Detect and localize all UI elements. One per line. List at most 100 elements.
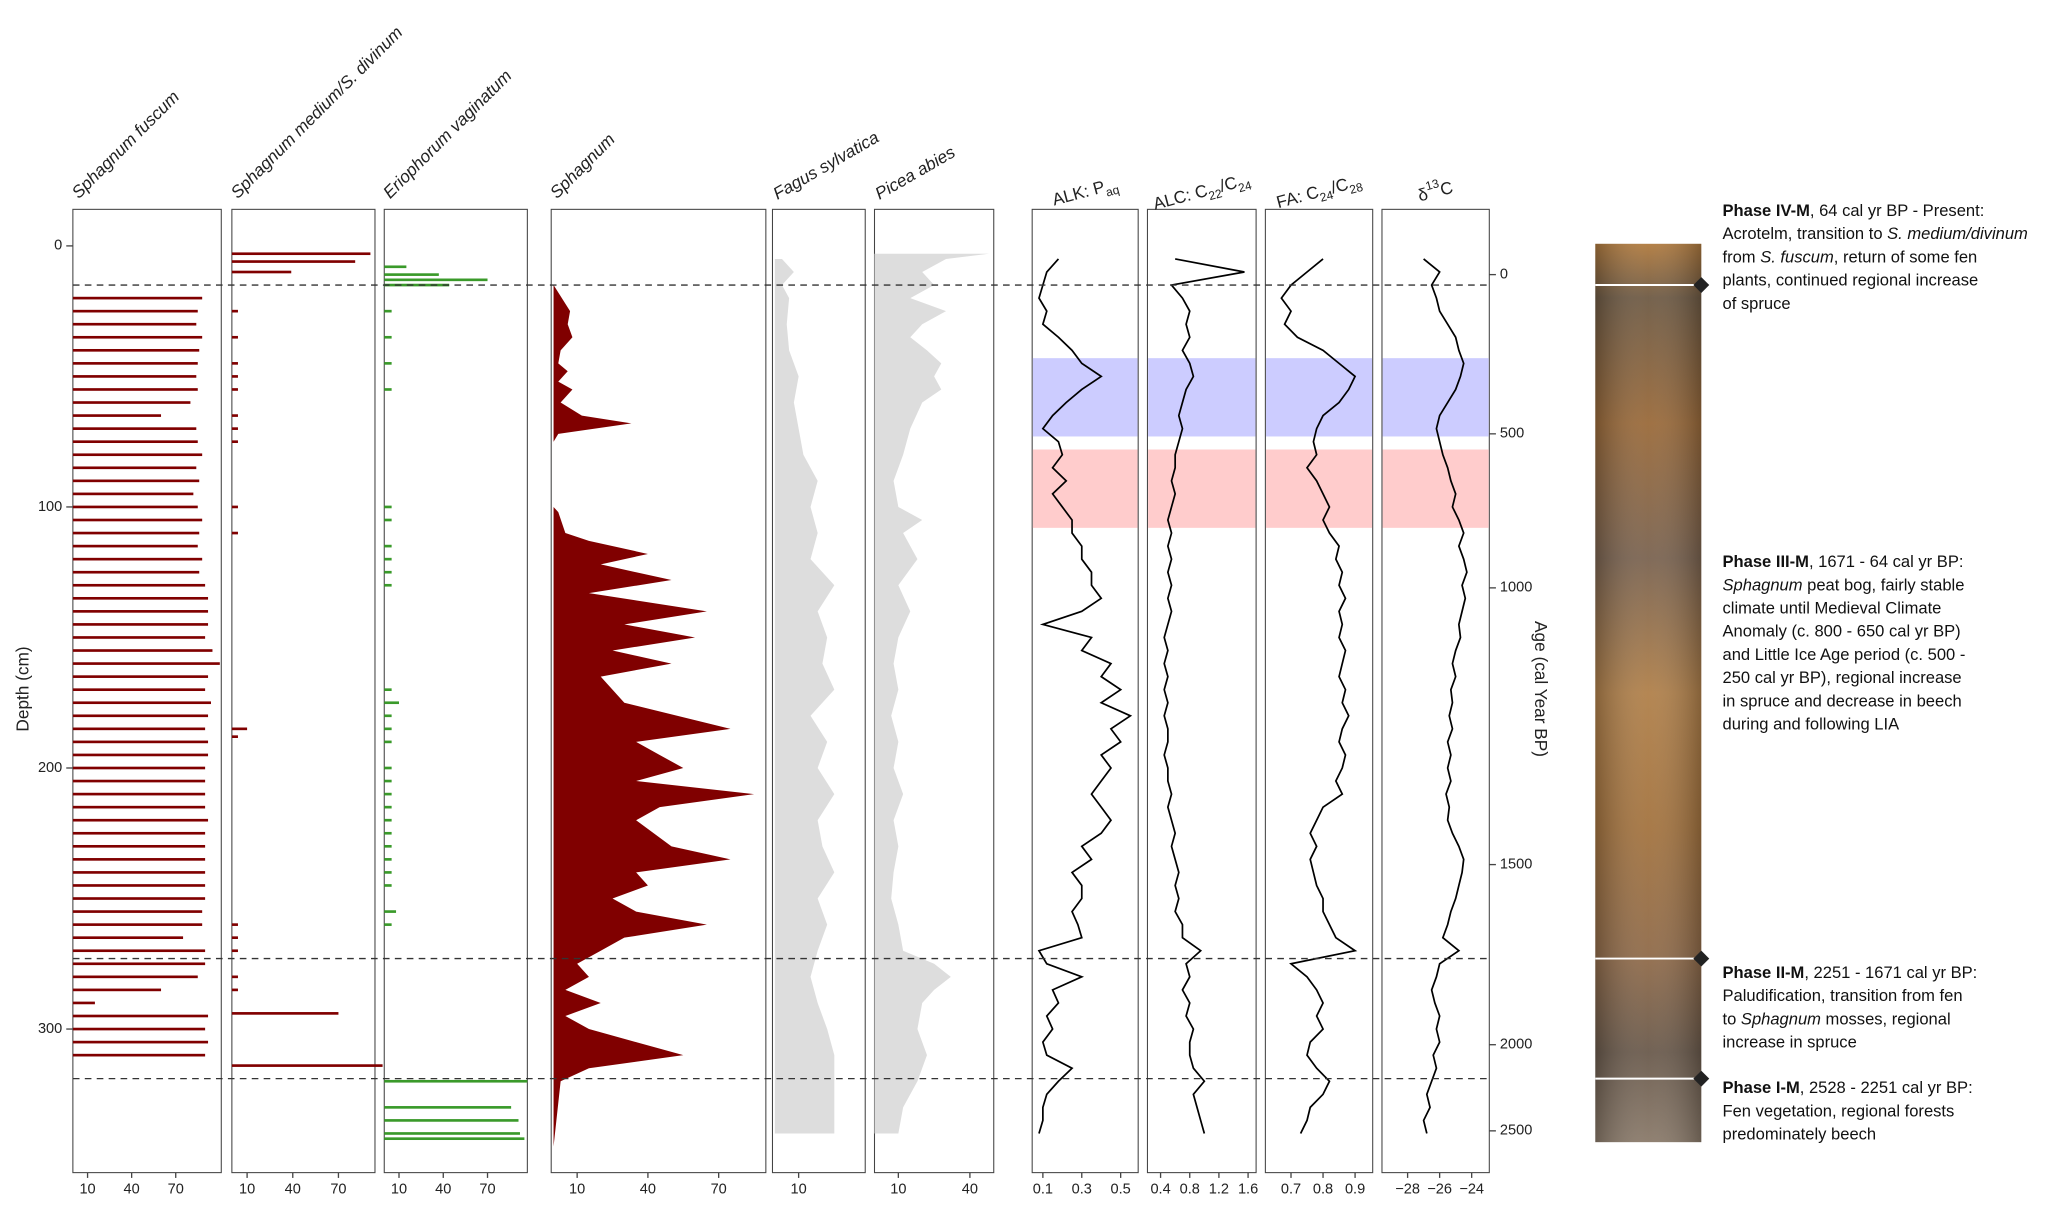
bar xyxy=(384,701,400,705)
bar xyxy=(72,662,220,665)
climate-band xyxy=(1266,449,1373,528)
bar xyxy=(231,440,238,444)
phase-text-part: , 1671 - 64 cal yr BP: xyxy=(1809,553,1964,572)
bar xyxy=(72,805,206,809)
phase-text-part: plants, continued regional increase xyxy=(1723,271,1979,290)
line xyxy=(1163,258,1245,1134)
phase-text: climate until Medieval Climate xyxy=(1723,599,1942,618)
phase-text: Paludification, transition from fen xyxy=(1723,986,1963,1005)
bar xyxy=(72,675,209,678)
bar xyxy=(384,518,392,522)
x-tick-label: −28 xyxy=(1395,1182,1420,1198)
panel-title: Sphagnum medium/S. divinum xyxy=(226,22,406,202)
phase-text-part: , 64 cal yr BP - Present: xyxy=(1810,201,1984,220)
bar xyxy=(384,727,392,731)
bar xyxy=(231,260,356,263)
y-tick-label: 300 xyxy=(38,1021,62,1037)
bar xyxy=(231,309,238,313)
y-tick-label: 0 xyxy=(54,238,62,254)
panel-title-part: aq xyxy=(1104,183,1121,200)
bar xyxy=(72,740,209,744)
panel-title-part: C xyxy=(1438,176,1455,199)
bar xyxy=(72,858,206,861)
phase-text: Phase I-M, 2528 - 2251 cal yr BP: xyxy=(1723,1079,1973,1098)
bar xyxy=(72,479,200,483)
x-tick-label: 0.8 xyxy=(1180,1182,1200,1198)
panel-title-part: δ xyxy=(1416,183,1430,205)
bar xyxy=(384,818,392,822)
phase-text-part: mosses, regional xyxy=(1821,1010,1951,1029)
bar xyxy=(384,544,392,548)
bar xyxy=(72,623,209,626)
phase-text-part: Phase II-M xyxy=(1723,963,1805,982)
bar xyxy=(384,688,392,692)
phase-text: Fen vegetation, regional forests xyxy=(1723,1102,1955,1121)
bar xyxy=(72,818,209,822)
panel-title: Eriophorum vaginatum xyxy=(379,66,516,203)
climate-band xyxy=(1032,449,1138,528)
bar xyxy=(231,335,238,339)
panel-frame xyxy=(231,208,376,1174)
phase-text-part: during and following LIA xyxy=(1723,715,1900,734)
bar xyxy=(72,975,198,979)
core-shading xyxy=(1595,243,1702,1143)
phase-text: from S. fuscum, return of some fen xyxy=(1723,248,1978,267)
bar xyxy=(384,583,392,587)
phase-text: in spruce and decrease in beech xyxy=(1723,692,1962,711)
bar xyxy=(231,362,238,365)
phase-text-part: Phase IV-M xyxy=(1723,201,1810,220)
bar xyxy=(72,831,206,835)
phase-text-part: , return of some fen xyxy=(1834,248,1977,267)
phase-text-part: climate until Medieval Climate xyxy=(1723,599,1942,618)
bar xyxy=(72,362,198,365)
x-tick-label: 10 xyxy=(890,1182,906,1198)
phase-text-part: to xyxy=(1723,1010,1741,1029)
phase-text: Acrotelm, transition to S. medium/divinu… xyxy=(1723,225,2029,244)
phase-text: predominately beech xyxy=(1723,1125,1877,1144)
x-tick-label: −24 xyxy=(1459,1182,1484,1198)
area xyxy=(874,253,989,1134)
y2-axis-label: Age (cal Year BP) xyxy=(1531,621,1551,757)
phase-text: Sphagnum peat bog, fairly stable xyxy=(1723,576,1965,595)
bar xyxy=(72,1027,206,1031)
y2-tick-label: 2000 xyxy=(1500,1037,1532,1053)
x-tick-label: 0.9 xyxy=(1345,1182,1365,1198)
bar xyxy=(72,636,206,639)
bar xyxy=(384,283,450,287)
bar xyxy=(72,453,203,457)
x-tick-label: 1.2 xyxy=(1209,1182,1229,1198)
x-tick-label: 40 xyxy=(640,1182,656,1198)
x-tick-label: 70 xyxy=(479,1182,495,1198)
panel-title: Sphagnum fuscum xyxy=(67,86,183,202)
phase-text-part: 250 cal yr BP), regional increase xyxy=(1723,668,1962,687)
bar xyxy=(231,727,248,731)
bar xyxy=(72,949,206,953)
bar xyxy=(72,897,206,900)
line xyxy=(1422,258,1468,1134)
bar xyxy=(384,910,397,913)
bar xyxy=(384,871,392,874)
panel-title-part: ALC: C xyxy=(1151,180,1210,214)
x-tick-label: 0.8 xyxy=(1313,1182,1333,1198)
bar xyxy=(384,309,392,313)
x-tick-label: 40 xyxy=(435,1182,451,1198)
bar xyxy=(384,273,439,276)
bar xyxy=(384,884,392,887)
phase-text-part: , 2251 - 1671 cal yr BP: xyxy=(1804,963,1977,982)
bar xyxy=(72,1014,209,1018)
bar xyxy=(72,570,200,574)
y-axis-label: Depth (cm) xyxy=(12,646,32,731)
x-tick-label: 0.4 xyxy=(1150,1182,1170,1198)
phase-text: Phase II-M, 2251 - 1671 cal yr BP: xyxy=(1723,963,1978,982)
x-tick-label: 40 xyxy=(124,1182,140,1198)
bar xyxy=(384,923,392,926)
phase-text-part: and Little Ice Age period (c. 500 - xyxy=(1723,645,1966,664)
bar xyxy=(72,871,206,874)
panel-title-part: FA: C xyxy=(1274,181,1321,211)
bar xyxy=(231,975,238,979)
panel-frame xyxy=(1031,208,1139,1174)
bar xyxy=(72,1040,209,1044)
phase-text-part: Acrotelm, transition to xyxy=(1723,225,1888,244)
x-tick-label: 10 xyxy=(79,1182,95,1198)
panel-frame xyxy=(1264,208,1374,1174)
